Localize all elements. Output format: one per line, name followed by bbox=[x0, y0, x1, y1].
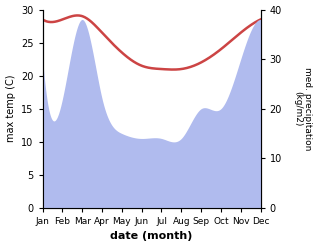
Y-axis label: max temp (C): max temp (C) bbox=[5, 75, 16, 143]
X-axis label: date (month): date (month) bbox=[110, 231, 193, 242]
Y-axis label: med. precipitation
(kg/m2): med. precipitation (kg/m2) bbox=[293, 67, 313, 150]
